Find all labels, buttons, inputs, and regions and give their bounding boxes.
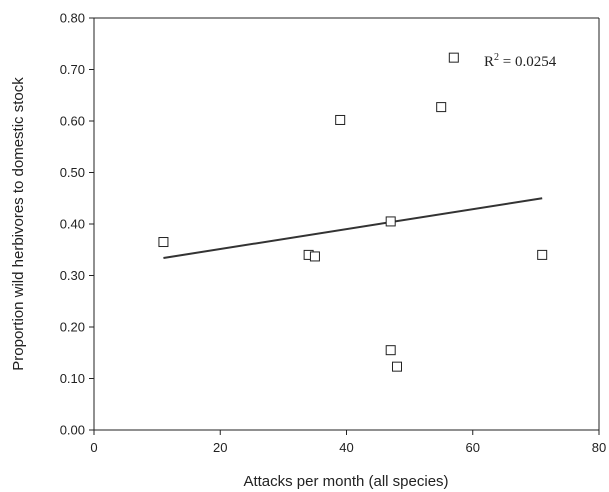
data-point — [309, 251, 320, 262]
x-tick-label: 20 — [213, 440, 227, 455]
x-tick-label: 40 — [339, 440, 353, 455]
r-squared-value: = 0.0254 — [499, 54, 557, 70]
data-point — [392, 361, 402, 372]
y-tick-label: 0.40 — [60, 217, 85, 232]
x-tick-label: 80 — [592, 440, 606, 455]
data-point — [537, 249, 548, 260]
data-points — [158, 52, 548, 372]
y-tick-label: 0.60 — [60, 114, 85, 129]
r-squared-superscript: 2 — [494, 52, 499, 63]
y-tick-label: 0.00 — [60, 423, 85, 438]
x-tick-label: 0 — [90, 440, 97, 455]
data-point — [385, 345, 396, 356]
y-tick-label: 0.80 — [60, 11, 85, 26]
y-axis-ticks: 0.00 0.10 0.20 0.30 0.40 0.50 0.60 0.70 0.80 — [60, 11, 94, 438]
y-tick-label: 0.50 — [60, 165, 85, 180]
y-tick-label: 0.70 — [60, 62, 85, 77]
trendline-group — [163, 197, 543, 259]
r-squared-annotation: R2 = 0.0254 — [484, 52, 557, 70]
r-squared-base: R — [484, 54, 494, 70]
data-point — [436, 102, 447, 113]
trendline — [163, 197, 543, 259]
y-axis-title: Proportion wild herbivores to domestic s… — [10, 77, 27, 371]
plot-frame — [93, 17, 600, 431]
data-point — [385, 216, 396, 227]
y-tick-label: 0.30 — [60, 268, 85, 283]
y-tick-label: 0.10 — [60, 371, 85, 386]
data-point — [335, 114, 346, 125]
y-tick-label: 0.20 — [60, 320, 85, 335]
x-axis-title: Attacks per month (all species) — [243, 473, 448, 490]
data-point — [448, 52, 459, 63]
x-axis-ticks: 0 20 40 60 80 — [90, 430, 606, 455]
x-tick-label: 60 — [466, 440, 480, 455]
data-point — [158, 237, 169, 248]
